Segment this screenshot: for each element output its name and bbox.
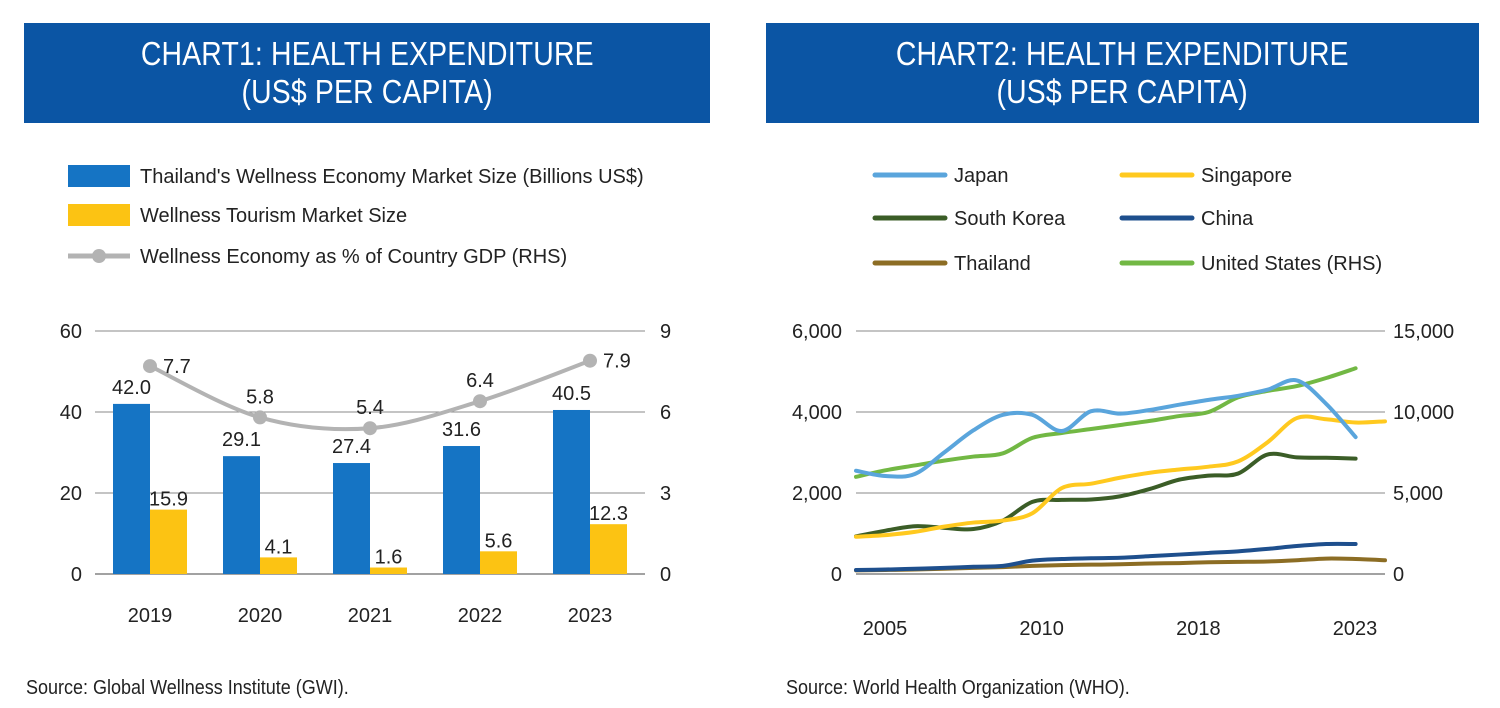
chart2-panel: CHART2: HEALTH EXPENDITURE (US$ PER CAPI… [740,0,1500,708]
series-line-china [854,541,1358,572]
bar-wellness-tourism [150,509,187,574]
marker-gdp-share [473,394,487,409]
data-label-wellness-economy: 42.0 [112,377,151,399]
data-label-gdp-share: 7.9 [603,351,631,373]
x-tick-label: 2021 [348,605,393,627]
series-line-japan [854,378,1358,479]
data-label-wellness-tourism: 5.6 [485,530,513,552]
y-tick-label-left: 4,000 [792,402,842,424]
chart2-title-line2: (US$ PER CAPITA) [996,73,1249,110]
y-tick-label-left: 0 [831,564,842,586]
x-tick-label: 2018 [1176,618,1221,640]
y-tick-label-right: 15,000 [1393,321,1454,343]
legend-label-united-states-rhs: United States (RHS) [1201,253,1382,275]
y-tick-label-right: 5,000 [1393,483,1443,505]
x-tick-label: 2020 [238,605,283,627]
chart1-panel: CHART1: HEALTH EXPENDITURE (US$ PER CAPI… [0,0,740,708]
legend-label-wellness-tourism: Wellness Tourism Market Size [140,205,407,227]
data-label-gdp-share: 5.8 [246,386,274,408]
legend-label-gdp-share: Wellness Economy as % of Country GDP (RH… [140,246,567,268]
legend-swatch-wellness-economy [68,165,130,187]
y-tick-label-left: 20 [60,483,82,505]
marker-gdp-share [363,421,377,436]
data-label-gdp-share: 7.7 [163,356,191,378]
bar-wellness-economy [333,463,370,574]
chart2-title-line1: CHART2: HEALTH EXPENDITURE [896,35,1349,72]
y-tick-label-right: 6 [660,402,671,424]
chart2-svg: Japan Singapore South Korea China Thailand Un… [792,165,1454,640]
bar-wellness-tourism [370,567,407,574]
data-label-wellness-economy: 40.5 [552,383,591,405]
legend-label-thailand: Thailand [954,253,1031,275]
x-tick-label: 2010 [1019,618,1064,640]
marker-gdp-share [253,410,267,425]
bar-wellness-tourism [590,524,627,574]
legend-label-wellness-economy: Thailand's Wellness Economy Market Size … [140,166,644,188]
data-label-wellness-tourism: 12.3 [589,503,628,525]
bar-wellness-economy [443,446,480,574]
data-label-gdp-share: 5.4 [356,397,384,419]
x-tick-label: 2005 [863,618,908,640]
x-tick-label: 2023 [1333,618,1378,640]
y-tick-label-right: 10,000 [1393,402,1454,424]
data-label-wellness-economy: 31.6 [442,419,481,441]
chart1-title-line2: (US$ PER CAPITA) [241,73,493,110]
y-tick-label-right: 3 [660,483,671,505]
legend-label-south-korea: South Korea [954,208,1066,230]
y-tick-label-left: 2,000 [792,483,842,505]
legend-label-singapore: Singapore [1201,165,1292,187]
legend-marker-gdp-share [92,249,106,263]
bar-wellness-economy [223,456,260,574]
chart2-header: CHART2: HEALTH EXPENDITURE (US$ PER CAPI… [766,23,1479,123]
x-tick-label: 2023 [568,605,613,627]
data-label-wellness-economy: 29.1 [222,429,261,451]
chart1-source: Source: Global Wellness Institute (GWI). [26,677,349,699]
y-tick-label-left: 6,000 [792,321,842,343]
marker-gdp-share [143,359,157,374]
legend-label-china: China [1201,208,1254,230]
series-line-singapore [854,414,1387,539]
bar-wellness-economy [113,403,150,574]
data-label-wellness-economy: 27.4 [332,436,371,458]
bar-wellness-tourism [260,557,297,574]
series-line-south-korea [854,451,1358,539]
legend-swatch-wellness-tourism [68,204,130,226]
chart1-svg: Thailand's Wellness Economy Market Size … [60,165,671,627]
chart1-header: CHART1: HEALTH EXPENDITURE (US$ PER CAPI… [24,23,710,123]
chart2-source: Source: World Health Organization (WHO). [786,677,1130,699]
y-tick-label-right: 0 [660,564,671,586]
marker-gdp-share [583,353,597,368]
x-tick-label: 2022 [458,605,503,627]
y-tick-label-left: 0 [71,564,82,586]
bar-wellness-tourism [480,551,517,574]
data-label-wellness-tourism: 15.9 [149,489,188,511]
data-label-wellness-tourism: 4.1 [265,536,293,558]
chart1-title-line1: CHART1: HEALTH EXPENDITURE [140,35,594,72]
y-tick-label-right: 9 [660,321,671,343]
bar-wellness-economy [553,409,590,574]
legend-label-japan: Japan [954,165,1009,187]
data-label-wellness-tourism: 1.6 [375,547,403,569]
y-tick-label-left: 60 [60,321,82,343]
y-tick-label-left: 40 [60,402,82,424]
data-label-gdp-share: 6.4 [466,370,494,392]
y-tick-label-right: 0 [1393,564,1404,586]
x-tick-label: 2019 [128,605,173,627]
